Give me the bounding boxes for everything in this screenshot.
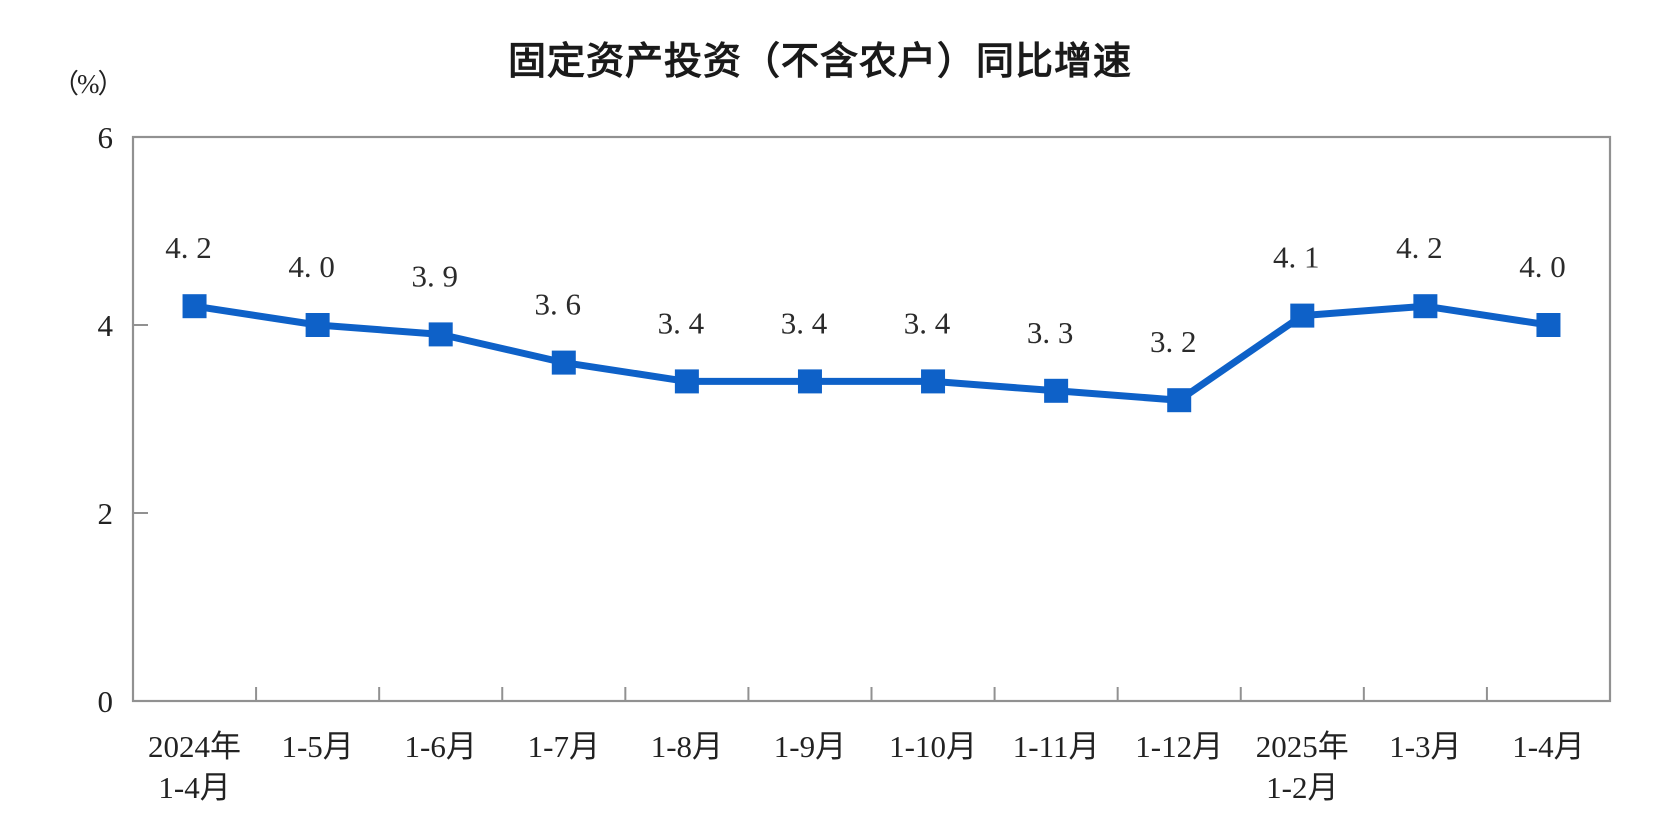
x-tick-label: 1-5月 [281,729,353,764]
data-point-marker [1290,303,1315,328]
x-tick-label: 1-4月 [1512,729,1584,764]
data-point-marker [551,350,576,375]
x-tick-label: 2024年 [148,729,241,764]
data-point-marker [1536,313,1561,337]
x-tick-label: 1-12月 [1135,729,1223,764]
data-point-label: 4. 0 [288,249,335,284]
x-tick-label: 1-2月 [1266,770,1338,805]
data-point-marker [305,313,330,337]
data-point-label: 3. 4 [658,305,705,340]
x-tick-label: 1-11月 [1013,729,1100,764]
data-point-marker [428,322,453,347]
x-tick-label: 1-7月 [528,729,600,764]
data-point-label: 4. 0 [1519,249,1566,284]
x-tick-label: 1-8月 [651,729,723,764]
x-tick-label: 1-6月 [405,729,477,764]
x-tick-label: 1-4月 [158,770,230,805]
data-point-label: 4. 1 [1273,240,1320,275]
data-point-label: 3. 2 [1150,324,1197,359]
data-point-marker [1044,378,1069,403]
data-point-label: 3. 6 [535,287,582,322]
y-tick-label: 0 [98,684,114,719]
x-tick-label: 1-3月 [1389,729,1461,764]
data-point-marker [1413,294,1438,319]
plot-border [131,135,1612,703]
x-tick-label: 1-9月 [774,729,846,764]
data-point-marker [1167,388,1192,413]
data-point-label: 3. 3 [1027,315,1074,350]
data-line [191,302,1552,404]
data-point-label: 4. 2 [165,230,212,265]
data-point-marker [182,294,207,319]
y-tick-label: 4 [98,308,114,343]
data-point-label: 4. 2 [1396,230,1443,265]
data-point-marker [921,369,946,394]
y-tick-label: 6 [98,120,114,155]
data-point-label: 3. 4 [904,305,951,340]
y-axis-unit-label: （%） [52,69,124,99]
data-point-label: 3. 4 [781,305,828,340]
data-point-marker [797,369,822,394]
data-point-label: 3. 9 [411,258,458,293]
chart-title: 固定资产投资（不含农户）同比增速 [507,41,1132,83]
x-tick-label: 1-10月 [889,729,977,764]
y-tick-label: 2 [98,496,114,531]
data-point-marker [674,369,699,394]
x-tick-label: 2025年 [1256,729,1349,764]
